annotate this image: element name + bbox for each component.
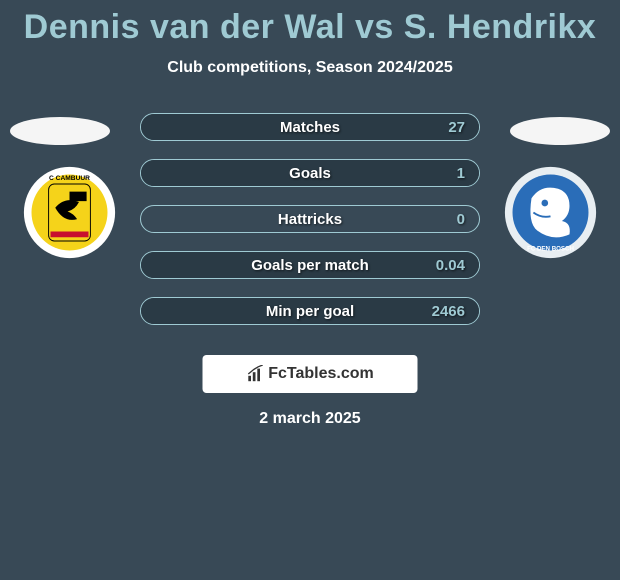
stat-row: Goals 1 [140,159,480,187]
branding-badge[interactable]: FcTables.com [203,355,418,393]
stat-row: Min per goal 2466 [140,297,480,325]
stat-label: Matches [141,114,479,140]
branding-text: FcTables.com [268,365,374,383]
stat-label: Min per goal [141,298,479,324]
date-text: 2 march 2025 [0,410,620,428]
right-team-logo: FC DEN BOSCH [503,165,598,260]
stat-label: Goals per match [141,252,479,278]
stat-value: 27 [448,114,465,140]
stat-value: 0 [457,206,465,232]
stat-value: 1 [457,160,465,186]
stat-label: Hattricks [141,206,479,232]
page-title: Dennis van der Wal vs S. Hendrikx [0,0,620,47]
left-team-logo: C CAMBUUR [22,165,117,260]
stat-row: Goals per match 0.04 [140,251,480,279]
left-ellipse-shape [10,117,110,145]
stat-label: Goals [141,160,479,186]
comparison-area: C CAMBUUR FC DEN BOSCH Matches 27 Goals … [0,107,620,357]
stats-container: Matches 27 Goals 1 Hattricks 0 Goals per… [140,113,480,343]
chart-icon [246,365,264,383]
stat-value: 0.04 [436,252,465,278]
svg-text:FC DEN BOSCH: FC DEN BOSCH [527,246,574,253]
right-ellipse-shape [510,117,610,145]
stat-row: Hattricks 0 [140,205,480,233]
subtitle: Club competitions, Season 2024/2025 [0,59,620,77]
stat-value: 2466 [432,298,465,324]
svg-text:C CAMBUUR: C CAMBUUR [49,175,90,182]
stat-row: Matches 27 [140,113,480,141]
